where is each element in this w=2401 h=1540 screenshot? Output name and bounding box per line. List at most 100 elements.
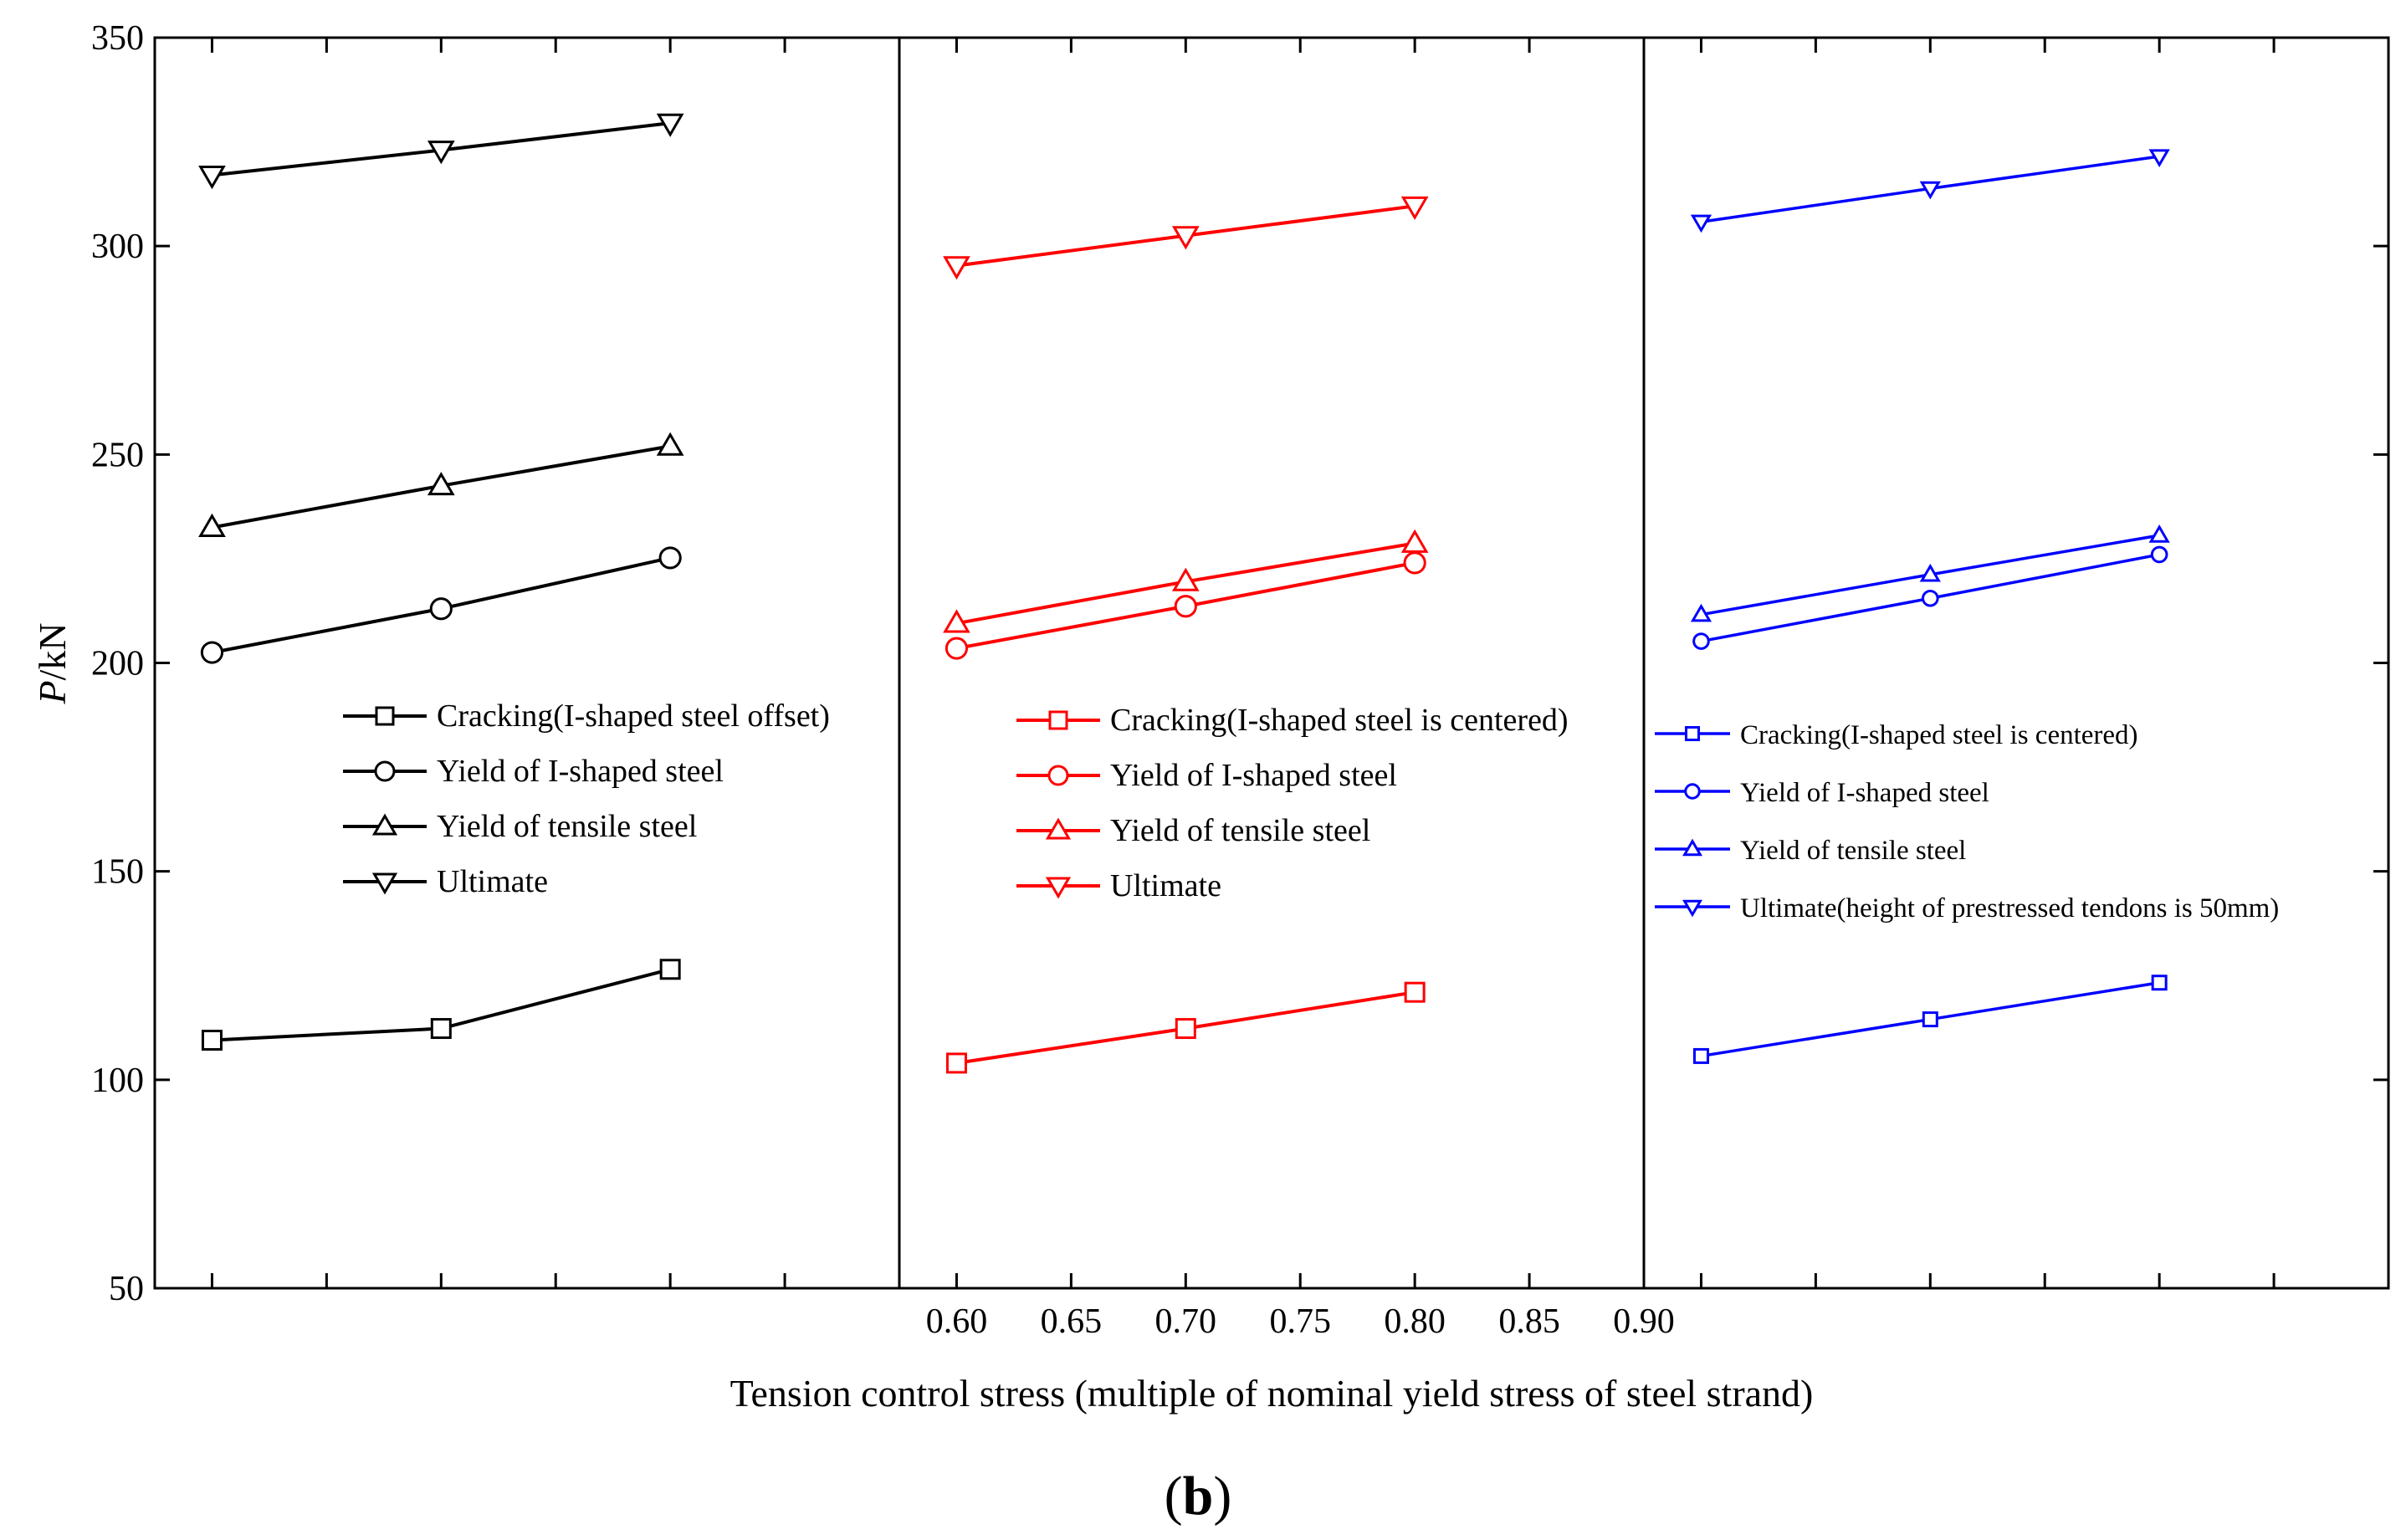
legend-layer: Cracking(I-shaped steel offset) Yield of … xyxy=(343,698,2279,923)
legend-label: Cracking(I-shaped steel offset) xyxy=(437,698,830,734)
triangle-down-marker xyxy=(2148,149,2170,168)
y-axis-title: P/kN xyxy=(31,622,74,704)
square-marker xyxy=(1922,1011,1938,1028)
series-line xyxy=(198,432,684,537)
triangle-down-marker xyxy=(371,872,398,895)
legend-item: Yield of I-shaped steel xyxy=(1016,758,1397,793)
square-marker xyxy=(2151,975,2168,991)
legend: Cracking(I-shaped steel is centered) Yiel… xyxy=(1655,720,2279,923)
circle-marker xyxy=(200,641,224,664)
triangle-down-marker xyxy=(1690,214,1712,233)
triangle-down-marker xyxy=(1045,877,1072,899)
triangle-up-marker xyxy=(943,609,970,633)
legend-item: Cracking(I-shaped steel is centered) xyxy=(1655,720,2138,750)
square-marker xyxy=(659,959,681,980)
triangle-up-marker xyxy=(1682,838,1702,857)
triangle-up-marker xyxy=(1690,603,1712,622)
triangle-down-marker xyxy=(427,141,455,165)
series-line xyxy=(1690,149,2170,233)
square-marker xyxy=(1048,710,1068,730)
triangle-up-marker xyxy=(656,432,684,456)
triangle-up-marker xyxy=(371,813,398,836)
square-marker xyxy=(1685,726,1700,741)
legend-item: Yield of tensile steel xyxy=(1655,836,1966,866)
series-line xyxy=(200,546,682,664)
x-tick-label: 0.80 xyxy=(1384,1302,1446,1341)
series-line xyxy=(1692,975,2168,1064)
legend-label: Yield of I-shaped steel xyxy=(437,754,724,789)
y-tick-label: 150 xyxy=(91,853,144,892)
y-tick-label: 200 xyxy=(91,645,144,683)
x-axis: 0.60 0.65 0.70 0.75 0.80 0.85 0.90 xyxy=(210,38,2276,1341)
series-line xyxy=(201,959,681,1051)
legend-label: Yield of I-shaped steel xyxy=(1110,758,1397,793)
series-line xyxy=(198,113,684,190)
x-tick-label: 0.70 xyxy=(1155,1302,1217,1341)
legend-label: Ultimate(height of prestressed tendons i… xyxy=(1740,893,2279,923)
circle-marker xyxy=(1684,783,1701,800)
legend-item: Ultimate xyxy=(1016,868,1221,903)
series-line xyxy=(1690,524,2170,622)
legend-label: Ultimate xyxy=(437,864,548,899)
legend-label: Cracking(I-shaped steel is centered) xyxy=(1110,703,1569,738)
triangle-up-marker xyxy=(1045,817,1072,840)
legend: Cracking(I-shaped steel is centered) Yiel… xyxy=(1016,703,1569,903)
triangle-down-marker xyxy=(1171,226,1200,250)
legend-item: Ultimate(height of prestressed tendons i… xyxy=(1655,893,2279,923)
triangle-down-marker xyxy=(1919,181,1941,200)
legend-item: Cracking(I-shaped steel offset) xyxy=(343,698,830,734)
triangle-down-marker xyxy=(1400,196,1429,221)
legend-label: Cracking(I-shaped steel is centered) xyxy=(1740,720,2138,750)
circle-marker xyxy=(2150,545,2168,564)
circle-marker xyxy=(1922,589,1939,607)
legend-item: Yield of tensile steel xyxy=(1016,813,1370,848)
x-axis-title: Tension control stress (multiple of nomi… xyxy=(730,1372,1814,1415)
legend-label: Ultimate xyxy=(1110,868,1221,903)
triangle-down-marker xyxy=(656,113,684,137)
x-tick-label: 0.85 xyxy=(1498,1302,1560,1341)
triangle-up-marker xyxy=(1400,529,1429,553)
legend-item: Yield of tensile steel xyxy=(343,809,697,844)
circle-marker xyxy=(429,597,453,621)
circle-marker xyxy=(1047,765,1069,786)
triangle-up-marker xyxy=(2148,524,2170,543)
x-tick-label: 0.60 xyxy=(926,1302,988,1341)
y-axis: 50 100 150 200 250 300 350 xyxy=(91,19,2388,1308)
y-tick-label: 250 xyxy=(91,436,144,474)
legend-item: Cracking(I-shaped steel is centered) xyxy=(1016,703,1569,738)
square-marker xyxy=(1692,1047,1709,1064)
x-tick-label: 0.75 xyxy=(1269,1302,1331,1341)
y-tick-label: 300 xyxy=(91,228,144,266)
circle-marker xyxy=(658,546,682,570)
triangle-up-marker xyxy=(1919,563,1941,582)
square-marker xyxy=(1175,1018,1196,1040)
triangle-up-marker xyxy=(198,513,226,537)
figure-caption: (b) xyxy=(1165,1466,1232,1527)
legend-label: Yield of tensile steel xyxy=(437,809,697,844)
legend-item: Yield of I-shaped steel xyxy=(1655,778,1989,808)
triangle-down-marker xyxy=(943,256,970,280)
square-marker xyxy=(945,1052,967,1074)
series-line xyxy=(943,196,1429,280)
circle-marker xyxy=(374,760,396,782)
legend-label: Yield of tensile steel xyxy=(1740,836,1966,866)
square-marker xyxy=(430,1018,452,1040)
triangle-up-marker xyxy=(427,471,455,496)
series-line xyxy=(945,551,1426,660)
series-layer xyxy=(198,113,2170,1074)
circle-marker xyxy=(1403,551,1426,575)
series-line xyxy=(1692,545,2168,650)
triangle-down-marker xyxy=(198,166,226,190)
legend-label: Yield of I-shaped steel xyxy=(1740,778,1989,808)
x-tick-label: 0.90 xyxy=(1613,1302,1675,1341)
triangle-up-marker xyxy=(1171,567,1200,591)
legend-label: Yield of tensile steel xyxy=(1110,813,1370,848)
square-marker xyxy=(1404,981,1426,1003)
square-marker xyxy=(201,1029,223,1051)
y-tick-label: 50 xyxy=(109,1270,144,1308)
circle-marker xyxy=(945,637,969,660)
legend: Cracking(I-shaped steel offset) Yield of … xyxy=(343,698,830,899)
series-line xyxy=(945,981,1426,1074)
circle-marker xyxy=(1692,632,1710,650)
